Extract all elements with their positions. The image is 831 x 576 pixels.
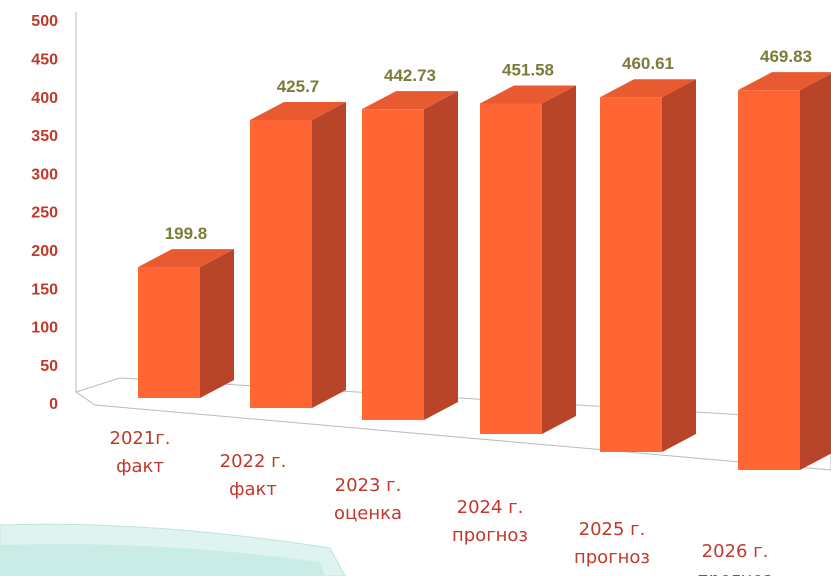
y-tick-label: 350 xyxy=(31,128,58,145)
bar xyxy=(738,90,800,470)
y-tick-label: 150 xyxy=(31,281,58,298)
bar-top xyxy=(600,79,696,98)
y-tick-label: 250 xyxy=(31,205,58,222)
bar-top xyxy=(138,249,234,268)
value-label: 199.8 xyxy=(165,224,208,243)
value-label: 451.58 xyxy=(502,60,554,79)
bar-side xyxy=(312,101,346,408)
floor xyxy=(74,377,831,471)
bar-top xyxy=(480,85,576,104)
x-tick-label: 2023 г. оценка xyxy=(333,475,402,524)
value-label: 442.73 xyxy=(384,66,436,85)
y-tick-label: 100 xyxy=(31,320,58,337)
y-tick-label: 500 xyxy=(31,13,58,30)
bar-side xyxy=(424,91,458,420)
x-tick-label: 2022 г. факт xyxy=(219,451,287,500)
bar-side xyxy=(200,249,234,398)
value-label: 469.83 xyxy=(760,47,812,66)
x-tick-label: 2026 г. прогноз xyxy=(697,541,773,576)
y-tick-label: 300 xyxy=(31,166,58,183)
bar xyxy=(600,97,662,452)
bar xyxy=(480,103,542,434)
x-tick-label: 2021г. факт xyxy=(109,428,171,477)
bar xyxy=(250,119,312,408)
bar-side xyxy=(800,73,831,470)
value-label: 460.61 xyxy=(622,54,674,73)
y-tick-label: 50 xyxy=(40,358,58,375)
bar-side xyxy=(662,79,696,452)
bar-top xyxy=(738,72,831,91)
x-tick-label: 2025 г. прогноз xyxy=(573,519,651,568)
bar xyxy=(138,267,200,398)
y-tick-label: 450 xyxy=(31,52,58,69)
bar-top xyxy=(362,91,458,110)
value-label: 425.7 xyxy=(277,77,320,96)
bar-side xyxy=(542,85,576,434)
bar xyxy=(362,109,424,420)
y-tick-label: 0 xyxy=(49,396,58,413)
y-tick-label: 200 xyxy=(31,243,58,260)
x-tick-label: 2024 г. прогноз xyxy=(451,497,529,546)
bar-top xyxy=(250,101,346,120)
y-tick-label: 400 xyxy=(31,90,58,107)
decoration xyxy=(0,544,325,576)
